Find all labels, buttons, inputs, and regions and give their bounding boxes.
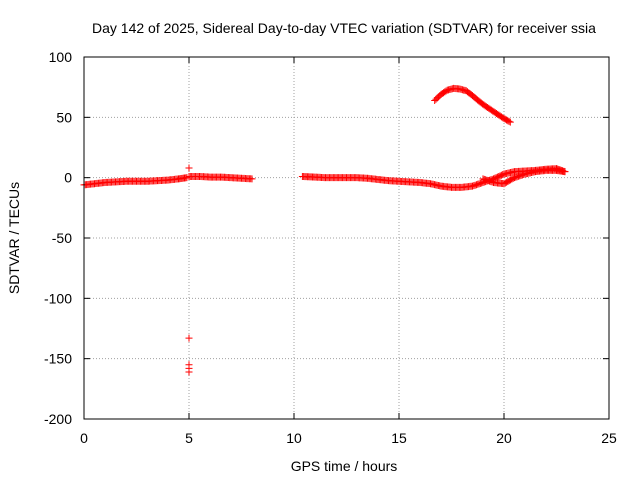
- y-tick-label: 0: [64, 170, 72, 186]
- x-tick-labels: 0 5 10 15 20 25: [80, 430, 617, 446]
- data-point: [185, 164, 193, 172]
- data-points: [80, 84, 569, 376]
- x-tick-label: 0: [80, 430, 88, 446]
- axis-ticks: [83, 56, 610, 420]
- x-tick-label: 20: [496, 430, 512, 446]
- data-point: [185, 368, 193, 376]
- data-point: [185, 172, 193, 180]
- data-point: [185, 334, 193, 342]
- y-tick-label: -200: [44, 411, 72, 427]
- y-tick-label: -100: [44, 290, 72, 306]
- data-point: [505, 117, 513, 125]
- y-tick-labels: -200 -150 -100 -50 0 50 100: [44, 49, 72, 427]
- y-tick-label: -50: [52, 230, 72, 246]
- y-tick-label: 50: [56, 109, 72, 125]
- x-tick-label: 5: [185, 430, 193, 446]
- data-point: [248, 175, 256, 183]
- y-tick-label: 100: [49, 49, 73, 65]
- chart-title: Day 142 of 2025, Sidereal Day-to-day VTE…: [92, 20, 596, 36]
- x-tick-label: 15: [391, 430, 407, 446]
- y-axis-label: SDTVAR / TECUs: [6, 182, 22, 294]
- x-axis-label: GPS time / hours: [291, 458, 398, 474]
- x-tick-label: 10: [286, 430, 302, 446]
- x-tick-label: 25: [601, 430, 617, 446]
- data-point: [561, 168, 569, 176]
- data-point: [506, 118, 514, 126]
- y-tick-label: -150: [44, 351, 72, 367]
